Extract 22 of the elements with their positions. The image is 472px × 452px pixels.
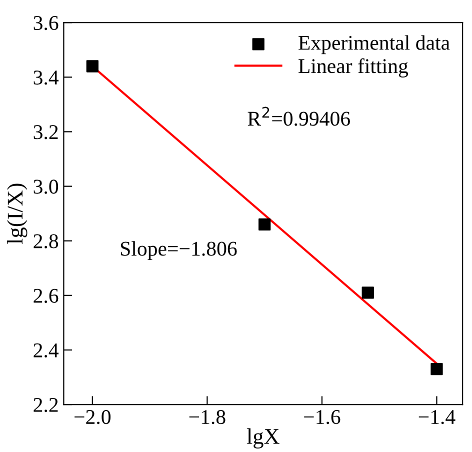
y-tick-label: 3.2 [34,125,58,140]
annotation: R$^{2}$=0.99406 [248,106,350,126]
y-tick-label: 2.4 [34,343,59,358]
y-tick-label: 3.6 [34,16,58,30]
point [258,218,271,231]
legend-label: Experimental data [298,35,450,54]
y-tick-label: 2.6 [34,288,58,303]
x-tick-label: −1.8 [189,410,226,424]
legend-label: Linear fitting [298,58,408,78]
point [86,60,98,72]
y-tick-label: 2.8 [34,234,58,248]
x-tick-label: −1.6 [304,410,340,424]
x-tick-label: −2.0 [74,410,111,424]
y-tick-label: 3.0 [34,180,58,194]
x-tick-label: −1.4 [418,410,456,424]
y-tick-label: 2.2 [34,398,58,412]
y-tick-label: 3.4 [34,70,59,85]
y-axis-title: lg(I/X) [7,184,28,244]
point [362,286,374,299]
point [430,363,443,376]
annotation: Slope=−1.806 [120,241,237,260]
x-axis-title: lgX [246,428,280,449]
